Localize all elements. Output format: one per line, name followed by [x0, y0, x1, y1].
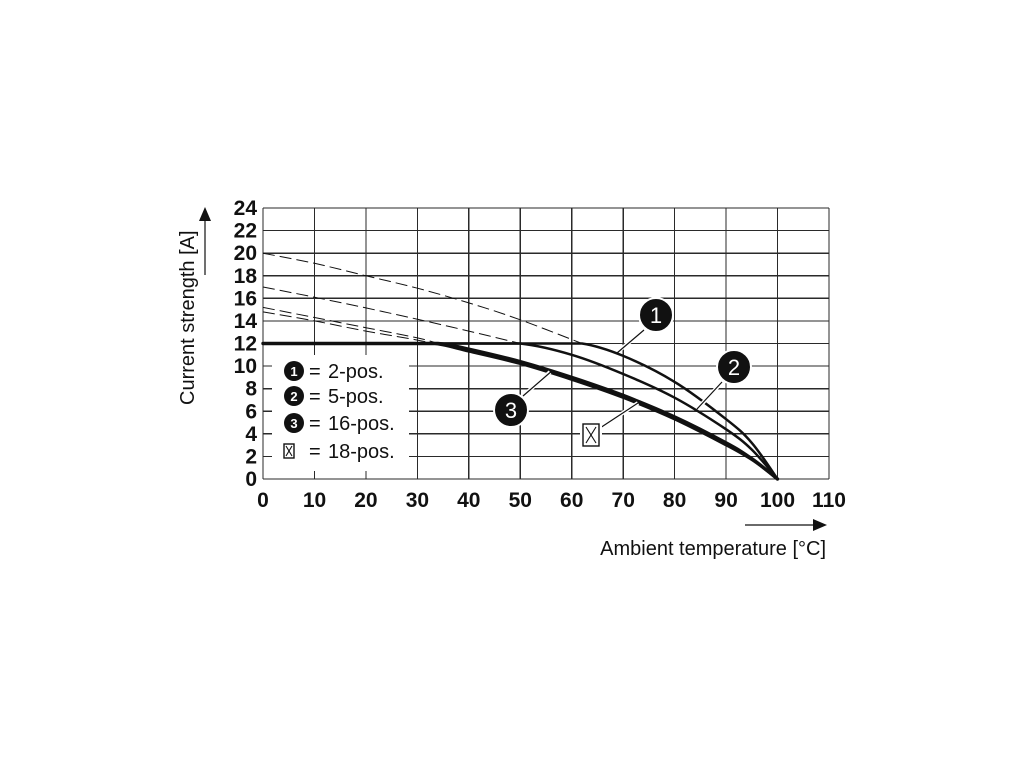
x-tick-label: 20 [354, 489, 377, 512]
y-tick-label: 8 [245, 378, 257, 401]
callout-number: 2 [728, 355, 740, 380]
y-tick-label: 10 [234, 355, 257, 378]
y-tick-label: 2 [245, 445, 257, 468]
y-tick-label: 16 [234, 287, 257, 310]
x-tick-label: 100 [760, 489, 795, 512]
y-tick-label: 12 [234, 333, 257, 356]
legend-separator: = [309, 441, 321, 463]
legend-marker-circle [284, 413, 304, 433]
x-tick-label: 50 [509, 489, 532, 512]
legend-label: 2-pos. [328, 361, 384, 383]
legend-marker-number: 1 [290, 364, 297, 379]
legend-marker-number: 3 [290, 416, 297, 431]
series-dashed-line [262, 306, 439, 344]
series-line [261, 342, 779, 481]
leader-line [522, 369, 554, 397]
x-tick-label: 70 [612, 489, 635, 512]
y-tick-label: 24 [234, 197, 258, 220]
series-dashed-line [262, 311, 433, 344]
legend-marker-number: 2 [290, 389, 297, 404]
series-line [261, 341, 780, 481]
x-tick-label: 80 [663, 489, 686, 512]
y-axis-arrow-icon [199, 207, 211, 275]
x-tick-label: 0 [257, 489, 269, 512]
legend-separator: = [309, 413, 321, 435]
x-tick-label: 30 [406, 489, 429, 512]
x-axis-arrow-icon [745, 519, 827, 531]
callout-2-pos: 1 [616, 297, 674, 354]
y-tick-label: 18 [234, 265, 258, 288]
series-line [261, 342, 779, 481]
leader-line [696, 381, 723, 410]
legend-marker-circle [284, 361, 304, 381]
series-dashed-line [262, 286, 521, 344]
x-tick-label: 110 [812, 489, 846, 512]
y-tick-label: 14 [234, 310, 258, 333]
legend-entry-16-pos: 3 = 16-pos. [284, 413, 395, 435]
crossed-box-diagonal [585, 426, 597, 444]
leader-line [616, 329, 645, 354]
legend-label: 5-pos. [328, 386, 384, 408]
callout-number: 1 [650, 303, 662, 328]
x-tick-label: 60 [560, 489, 583, 512]
y-tick-label: 6 [245, 400, 257, 423]
plot-grid [262, 207, 830, 480]
y-tick-label: 20 [234, 242, 257, 265]
y-tick-label: 4 [245, 423, 257, 446]
x-arrow-head [813, 519, 827, 531]
callout-number: 3 [505, 398, 517, 423]
legend-entry-2-pos: 1 = 2-pos. [284, 361, 384, 383]
callout-18-pos [580, 400, 642, 449]
y-tick-label: 0 [245, 468, 257, 491]
x-tick-label: 40 [457, 489, 480, 512]
crossed-box-icon [580, 421, 602, 449]
crossed-box-diagonal [285, 445, 293, 457]
x-tick-label: 10 [303, 489, 326, 512]
dashed-series-lines [262, 252, 583, 344]
callout-5-pos: 2 [696, 349, 752, 410]
legend-label: 18-pos. [328, 441, 395, 463]
callout-circle [493, 392, 529, 428]
callout-circle [716, 349, 752, 385]
legend-marker-circle [284, 386, 304, 406]
callout-16-pos: 3 [493, 369, 554, 428]
solid-series-lines [261, 341, 780, 481]
y-tick-label: 22 [234, 220, 257, 243]
leader-line [599, 400, 642, 429]
y-arrow-head [199, 207, 211, 221]
series-line [261, 342, 779, 481]
series-dashed-line [262, 252, 583, 344]
legend-separator: = [309, 386, 321, 408]
legend-label: 16-pos. [328, 413, 395, 435]
callout-circle [638, 297, 674, 333]
x-tick-labels: 0 10 20 30 40 50 60 70 80 90 100 110 [257, 489, 846, 512]
crossed-box-icon [283, 443, 295, 459]
x-tick-label: 90 [714, 489, 737, 512]
y-axis-title: Current strength [A] [177, 230, 199, 405]
legend: 1 = 2-pos. 2 = 5-pos. 3 = 16-pos. = 18-p… [272, 355, 409, 471]
x-axis-title: Ambient temperature [°C] [600, 538, 826, 560]
legend-entry-18-pos: = 18-pos. [283, 441, 395, 463]
legend-entry-5-pos: 2 = 5-pos. [284, 386, 384, 408]
legend-separator: = [309, 361, 321, 383]
